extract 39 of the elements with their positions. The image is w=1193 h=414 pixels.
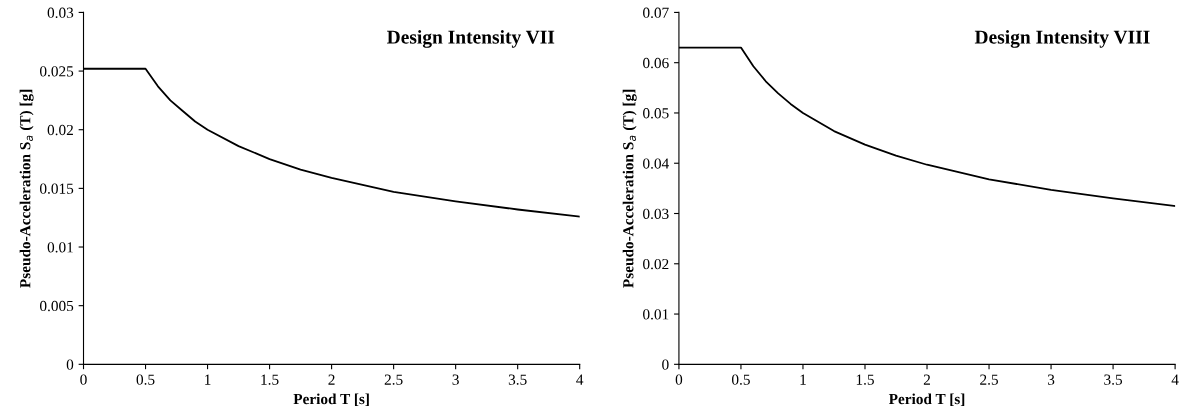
y-tick-label: 0.015 (40, 183, 74, 194)
x-tick-label: 3 (1047, 374, 1055, 385)
y-axis-title: Pseudo-Acceleration S$_{a}$ (T) [g] (19, 89, 34, 288)
y-tick-label: 0 (66, 359, 74, 370)
x-tick-label: 4 (576, 374, 584, 385)
x-tick-label: 1.5 (856, 374, 874, 385)
text: Design Intensity VIII (974, 30, 1150, 48)
x-tick-label: 2.5 (980, 374, 998, 385)
y-tick-label: 0.04 (643, 158, 669, 169)
y-tick-label: 0.03 (643, 208, 669, 220)
x-tick-label: 1 (205, 374, 211, 385)
y-axis-title: Pseudo-Acceleration S$_{a}$ (T) [g] (622, 89, 637, 288)
x-tick-label: 2.5 (384, 374, 403, 385)
x-tick-label: 0.5 (731, 374, 750, 385)
y-tick-label: 0.02 (643, 258, 669, 270)
x-tick-label: 3.5 (508, 374, 527, 385)
x-axis-title: Period T [s] (293, 393, 369, 407)
x-tick-label: 0 (80, 374, 87, 385)
y-tick-label: 0.025 (40, 66, 74, 77)
y-tick-label: 0.01 (47, 242, 73, 253)
y-tick-label: 0.06 (643, 57, 669, 69)
x-tick-label: 1.5 (261, 374, 279, 385)
y-tick-label: 0.07 (643, 7, 669, 18)
x-tick-label: 3.5 (1104, 374, 1123, 385)
x-axis-title: Period T [s] (888, 393, 965, 407)
x-tick-label: 2 (328, 374, 335, 385)
y-tick-label: 0 (662, 359, 669, 370)
x-tick-label: 0.5 (136, 374, 155, 385)
x-tick-label: 0 (675, 374, 683, 385)
y-tick-label: 0.005 (40, 300, 74, 312)
x-tick-label: 1 (800, 374, 806, 385)
text: Design Intensity VII (387, 30, 555, 48)
y-tick-label: 0.02 (47, 124, 73, 136)
y-tick-label: 0.05 (643, 108, 669, 119)
x-tick-label: 2 (923, 374, 930, 385)
y-tick-label: 0.03 (47, 7, 74, 18)
x-tick-label: 3 (452, 374, 459, 385)
x-tick-label: 4 (1171, 374, 1179, 385)
y-tick-label: 0.01 (643, 309, 669, 320)
